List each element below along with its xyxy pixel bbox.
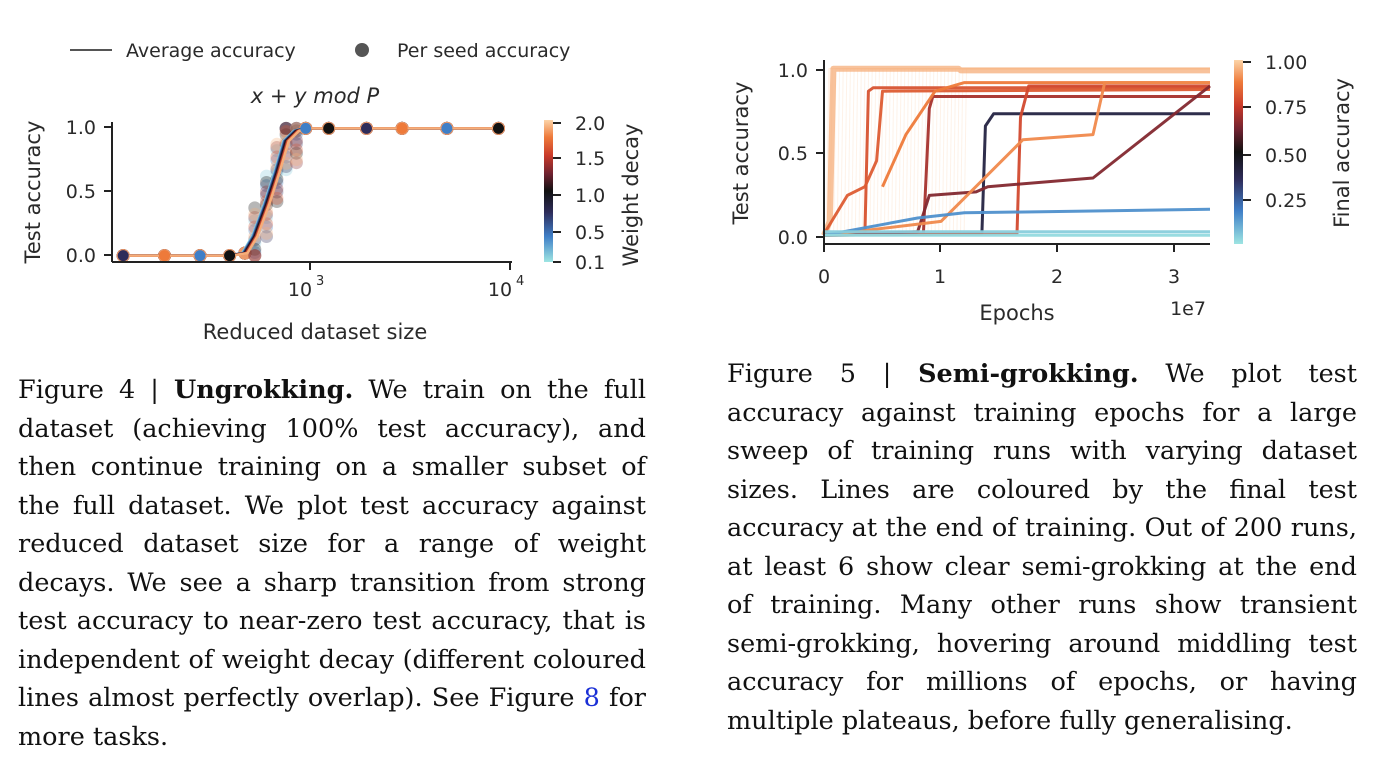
fig4-caption: Figure 4 | Ungrokking. We train on the f… — [18, 371, 646, 756]
per-seed-point — [279, 163, 293, 177]
fig5-x-multiplier: 1e7 — [1170, 298, 1206, 320]
per-seed-point — [289, 143, 303, 157]
training-run-line — [881, 81, 1210, 188]
fig5-caption: Figure 5 | Semi-grokking. We plot test a… — [727, 355, 1357, 740]
fig4-caption-title: Ungrokking. — [174, 375, 354, 405]
fig4-caption-tail: for more tasks. — [18, 683, 646, 752]
figure-8-link[interactable]: 8 — [583, 683, 600, 713]
fig5-cbar-tick: 1.00 — [1265, 52, 1307, 74]
fig4-cbar-tick: 2.0 — [575, 113, 605, 135]
fig5-colorbar: 1.00 0.75 0.50 0.25 Final accuracy — [1234, 52, 1354, 244]
fig4-cbar-tick: 1.0 — [575, 185, 605, 207]
fig4-xtick-exp: 3 — [316, 274, 324, 289]
average-marker — [493, 122, 504, 134]
training-run-line — [823, 207, 1211, 237]
fig5-xtick: 1 — [934, 266, 946, 288]
per-seed-point — [248, 249, 262, 263]
per-seed-point — [279, 121, 293, 135]
per-seed-point — [248, 249, 262, 263]
fig5-xlabel: Epochs — [979, 301, 1054, 325]
fig5-ytick: 1.0 — [778, 60, 808, 82]
fig4-ytick: 1.0 — [66, 117, 96, 139]
per-seed-point — [289, 146, 303, 160]
per-seed-point — [270, 195, 284, 208]
fig4-plot — [116, 121, 505, 263]
fig4-cbar-tick: 1.5 — [575, 148, 605, 170]
fig4-xlabel: Reduced dataset size — [203, 320, 427, 344]
fig4-xtick-exp: 4 — [516, 274, 524, 289]
per-seed-point — [270, 137, 284, 151]
fig5-cbar-tick: 0.75 — [1265, 97, 1307, 119]
fig5-caption-title: Semi-grokking. — [918, 359, 1139, 389]
per-seed-point — [279, 121, 293, 135]
fig4-cbar-tick: 0.5 — [575, 222, 605, 244]
fig5-xtick: 3 — [1168, 266, 1180, 288]
fig4-colorbar: 2.0 1.5 1.0 0.5 0.1 Weight decay — [544, 113, 643, 274]
average-line — [125, 127, 501, 257]
average-line — [123, 127, 499, 257]
legend-per-seed-label: Per seed accuracy — [397, 40, 570, 62]
fig5-ytick: 0.5 — [778, 143, 808, 165]
fig5-cbar-tick: 0.50 — [1265, 145, 1307, 167]
fig4-ylabel: Test accuracy — [21, 121, 45, 265]
average-line — [122, 127, 498, 257]
fig5-ylabel: Test accuracy — [729, 82, 753, 226]
training-run-line — [823, 81, 1210, 237]
per-seed-point — [248, 201, 262, 215]
fig4-ytick: 0.0 — [66, 245, 96, 267]
average-marker — [194, 250, 206, 262]
per-seed-point — [270, 191, 284, 205]
fig5-caption-number: Figure 5 | — [727, 359, 919, 389]
fig4-cbar-label: Weight decay — [619, 124, 643, 267]
fig5-y-ticks: 0.0 0.5 1.0 — [778, 60, 824, 249]
average-line — [125, 127, 502, 257]
fig4-legend: Average accuracy Per seed accuracy — [70, 40, 570, 62]
fig5-caption-body: We plot test accuracy against training e… — [727, 359, 1357, 736]
average-marker — [159, 250, 170, 262]
fig5-xtick: 0 — [818, 266, 830, 288]
fig4-ytick: 0.5 — [66, 181, 96, 203]
per-seed-point — [248, 246, 262, 259]
per-seed-point — [289, 156, 303, 170]
fig5-x-ticks: 0 1 2 3 — [818, 244, 1180, 288]
fig4-y-ticks: 0.0 0.5 1.0 — [66, 117, 112, 267]
per-seed-point — [260, 169, 273, 183]
fig5-cbar-tick: 0.25 — [1265, 190, 1307, 212]
fig5-cbar-label: Final accuracy — [1330, 78, 1354, 228]
legend-average-label: Average accuracy — [126, 40, 296, 62]
fig4-cbar-tick: 0.1 — [575, 252, 605, 274]
per-seed-point — [289, 153, 303, 166]
average-marker — [117, 250, 129, 262]
fig4-caption-body: We train on the full dataset (achieving … — [18, 375, 646, 713]
fig5-ytick: 0.0 — [778, 227, 808, 249]
per-seed-point — [289, 137, 303, 151]
legend-dot-icon — [355, 43, 369, 57]
per-seed-point — [260, 226, 273, 240]
average-line — [124, 127, 500, 257]
training-run-line — [822, 88, 1211, 236]
average-marker — [323, 122, 335, 134]
per-seed-point — [279, 121, 293, 135]
fig4-caption-number: Figure 4 | — [18, 375, 174, 405]
fig4-title: x + y mod P — [250, 84, 380, 108]
average-marker — [361, 122, 372, 134]
average-marker — [441, 122, 453, 134]
fig4-xtick-base: 10 — [288, 279, 312, 301]
average-marker — [396, 122, 408, 134]
per-seed-point — [260, 230, 273, 243]
per-seed-point — [279, 121, 293, 135]
average-marker — [224, 250, 236, 262]
average-marker — [300, 122, 312, 134]
fig4-xtick-base: 10 — [488, 279, 512, 301]
fig5-xtick: 2 — [1051, 266, 1063, 288]
per-seed-point — [248, 249, 262, 263]
average-line — [120, 127, 496, 257]
fig5-plot — [821, 65, 1211, 237]
average-line — [121, 127, 497, 257]
fig4-x-ticks: 10 3 10 4 — [288, 262, 524, 301]
